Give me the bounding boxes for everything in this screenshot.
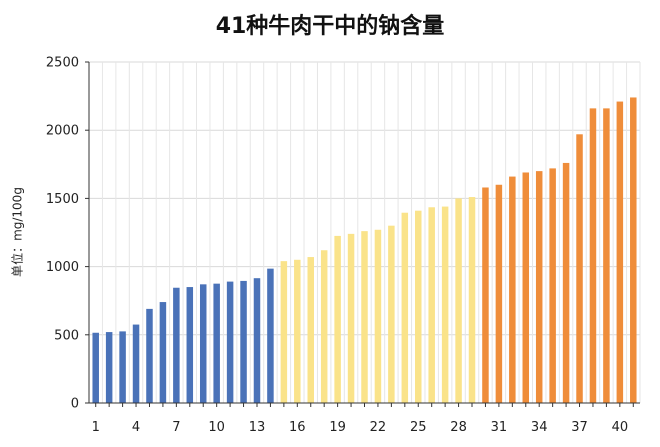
x-tick-label-37: 37 xyxy=(571,420,588,435)
grid-lines xyxy=(89,61,641,403)
bar-30 xyxy=(482,187,489,403)
bar-8 xyxy=(186,287,194,403)
x-tick-label-28: 28 xyxy=(450,420,467,435)
x-tick-label-34: 34 xyxy=(531,420,548,435)
bar-18 xyxy=(320,250,328,403)
bar-13 xyxy=(253,278,261,403)
bar-12 xyxy=(240,280,247,403)
bar-21 xyxy=(361,231,368,403)
bar-14 xyxy=(267,268,274,403)
bar-24 xyxy=(401,212,409,403)
bar-3 xyxy=(119,331,126,403)
bar-16 xyxy=(294,259,301,403)
axes xyxy=(85,61,640,407)
x-tick-label-22: 22 xyxy=(370,420,387,435)
x-tick-label-19: 19 xyxy=(329,420,346,435)
bar-6 xyxy=(159,302,167,403)
bar-35 xyxy=(549,168,556,403)
bar-4 xyxy=(132,324,140,403)
bar-25 xyxy=(415,210,422,403)
x-tick-label-16: 16 xyxy=(289,420,306,435)
y-tick-label-500: 500 xyxy=(54,328,79,343)
bar-28 xyxy=(455,198,462,403)
x-tick-label-10: 10 xyxy=(208,420,225,435)
bar-10 xyxy=(213,283,220,403)
bar-20 xyxy=(347,233,355,403)
y-tick-labels: 0 500 1000 1500 2000 2500 xyxy=(46,56,79,412)
x-tick-label-31: 31 xyxy=(491,420,508,435)
y-tick-label-2000: 2000 xyxy=(46,124,79,139)
x-tick-label-7: 7 xyxy=(172,420,180,435)
x-tick-labels: 1 4 7 10 13 16 19 22 25 28 31 34 37 40 xyxy=(92,420,629,435)
bars xyxy=(92,97,637,404)
bar-34 xyxy=(535,171,543,403)
bar-26 xyxy=(428,207,435,403)
bar-17 xyxy=(307,257,314,403)
x-tick-label-13: 13 xyxy=(249,420,266,435)
bar-31 xyxy=(495,184,503,403)
x-tick-label-40: 40 xyxy=(612,420,629,435)
bar-39 xyxy=(603,108,610,403)
x-tick-label-25: 25 xyxy=(410,420,427,435)
bar-9 xyxy=(199,284,207,403)
chart-title: 41种牛肉干中的钠含量 xyxy=(215,14,445,39)
x-tick-label-4: 4 xyxy=(132,420,140,435)
bar-5 xyxy=(146,308,153,403)
bar-11 xyxy=(226,281,234,403)
bar-38 xyxy=(589,108,597,403)
bar-1 xyxy=(92,332,99,403)
bar-19 xyxy=(334,235,341,403)
bar-40 xyxy=(616,101,624,403)
bar-22 xyxy=(374,229,382,403)
bar-23 xyxy=(388,225,395,403)
y-tick-label-2500: 2500 xyxy=(46,56,79,71)
x-tick-label-1: 1 xyxy=(92,420,100,435)
y-tick-label-1500: 1500 xyxy=(46,192,79,207)
bar-7 xyxy=(173,287,180,403)
bar-37 xyxy=(576,134,583,404)
y-tick-label-0: 0 xyxy=(71,397,79,412)
bar-32 xyxy=(509,176,516,403)
bar-15 xyxy=(280,261,288,403)
bar-36 xyxy=(562,162,570,403)
bar-33 xyxy=(522,172,530,403)
bar-41 xyxy=(630,97,637,404)
bar-2 xyxy=(105,332,113,403)
bar-27 xyxy=(441,206,449,403)
bar-29 xyxy=(468,197,476,403)
y-tick-label-1000: 1000 xyxy=(46,260,79,275)
